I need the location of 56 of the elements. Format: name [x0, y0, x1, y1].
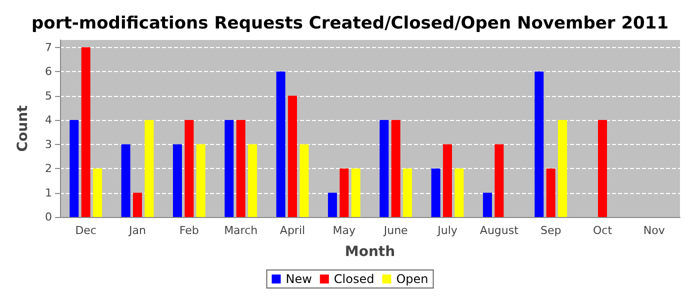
bar — [494, 144, 504, 217]
bar — [70, 120, 79, 217]
bar — [482, 192, 492, 217]
y-tick-label: 0 — [45, 210, 52, 224]
y-tick-label: 3 — [45, 138, 52, 151]
bar — [248, 144, 258, 217]
bar — [300, 144, 309, 217]
bar — [236, 120, 246, 217]
y-tick-label: 6 — [45, 65, 52, 78]
x-tick-label: August — [480, 224, 520, 237]
x-tick-label: Oct — [592, 224, 613, 237]
legend-label: Closed — [334, 272, 374, 286]
x-tick-label: June — [382, 224, 408, 237]
bar — [93, 168, 102, 217]
bar — [121, 144, 130, 217]
x-tick-label: Sep — [540, 224, 562, 237]
x-tick-label: March — [224, 224, 258, 237]
chart-title: port-modifications Requests Created/Closed/Open November 2011 — [31, 14, 669, 34]
bar — [196, 144, 206, 217]
y-tick-label: 7 — [45, 40, 52, 54]
bar — [172, 144, 182, 217]
legend-label: New — [286, 272, 312, 286]
x-tick-label: May — [332, 224, 356, 237]
bar — [276, 72, 286, 217]
legend-label: Open — [396, 272, 428, 286]
x-tick-label: Nov — [643, 224, 666, 237]
bar — [340, 168, 349, 217]
x-tick-label: Dec — [75, 224, 96, 237]
x-axis-title: Month — [344, 244, 396, 260]
bar — [351, 168, 360, 217]
bar — [534, 72, 544, 217]
y-tick-label: 1 — [45, 186, 52, 200]
x-tick-label: Feb — [179, 224, 199, 237]
bar — [391, 120, 400, 217]
y-tick-label: 5 — [45, 89, 52, 102]
y-tick-label: 4 — [45, 114, 52, 127]
bar — [380, 120, 389, 217]
bar — [558, 120, 568, 217]
bar — [443, 144, 452, 217]
y-axis-title: Count — [15, 104, 31, 152]
bar — [598, 120, 607, 217]
bar — [288, 96, 297, 217]
bar — [144, 120, 154, 217]
x-tick-label: July — [436, 224, 458, 237]
bar — [454, 168, 464, 217]
x-tick-label: Jan — [128, 224, 146, 237]
bar — [184, 120, 194, 217]
y-tick-label: 2 — [45, 162, 52, 176]
bar — [133, 192, 142, 217]
bar — [403, 168, 412, 217]
bar — [546, 168, 556, 217]
bar — [224, 120, 234, 217]
bar — [431, 168, 440, 217]
x-tick-label: April — [280, 224, 306, 237]
bar — [81, 47, 90, 217]
bar — [328, 192, 337, 217]
